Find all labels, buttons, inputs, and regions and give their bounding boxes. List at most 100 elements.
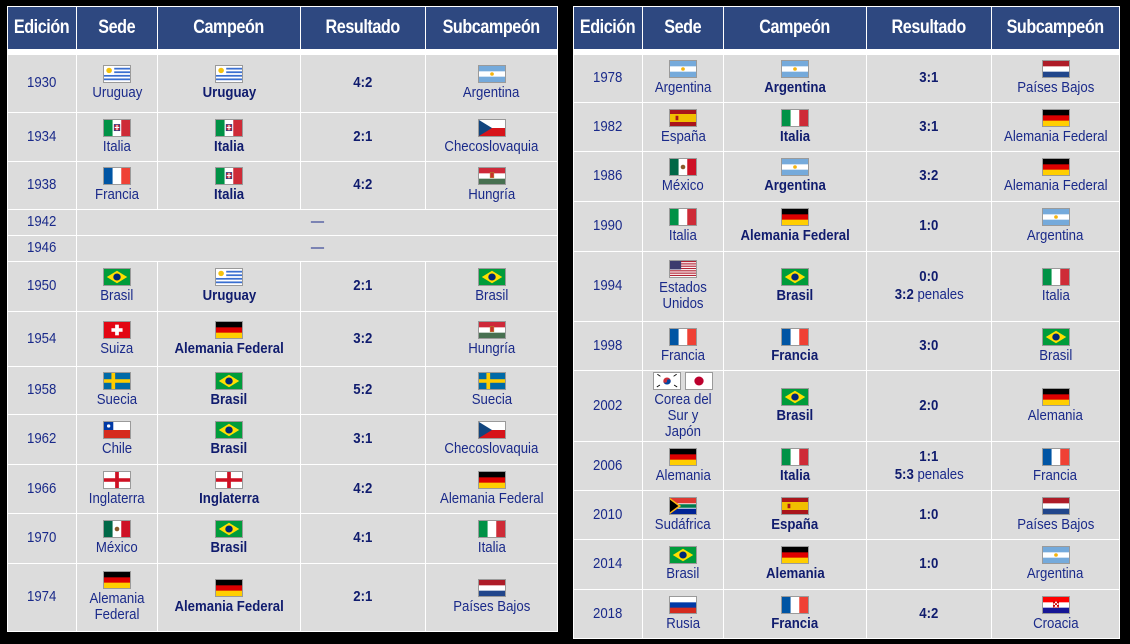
champion-name: Uruguay — [202, 84, 256, 102]
germany-flag-icon — [1041, 108, 1070, 127]
result-cell: 4:2 — [866, 588, 992, 639]
table-row: 1942 — — [7, 208, 558, 236]
chile-flag-icon — [103, 421, 131, 439]
france-flag-icon — [781, 327, 809, 346]
champion-cell: Argentina — [723, 51, 867, 103]
russia-flag-icon — [669, 595, 697, 614]
champion-name: Brasil — [210, 539, 248, 556]
header-campeon: Campeón — [157, 6, 301, 55]
runner-up-cell: Argentina — [991, 538, 1120, 590]
host-name: Italia — [103, 137, 131, 155]
champion-name: Francia — [771, 346, 819, 364]
edition-year: 1954 — [7, 310, 77, 367]
host-name: Brasil — [100, 287, 134, 304]
result-score: 4:2 — [353, 74, 373, 92]
champion-cell: Uruguay — [157, 260, 301, 312]
result-cell: 1:0 — [866, 538, 992, 590]
host-cell: Alemania — [642, 440, 724, 491]
result-cell: 1:1 5:3 penales — [866, 440, 992, 491]
runner-up-cell: Argentina — [991, 200, 1120, 252]
brazil-flag-icon — [1041, 327, 1070, 346]
edition-year: 1986 — [573, 150, 643, 202]
runner-up-name: Francia — [1033, 466, 1078, 484]
edition-year: 1934 — [7, 111, 77, 162]
brazil-flag-icon — [669, 546, 697, 564]
argentina-flag-icon — [669, 60, 697, 79]
edition-year: 1982 — [573, 101, 643, 152]
table-row: 1998 Francia Francia 3:0 Brasil — [573, 320, 1120, 371]
host-name: Italia — [669, 227, 697, 244]
runner-up-name: Alemania Federal — [1003, 127, 1108, 145]
champion-name: Francia — [771, 614, 819, 632]
edition-year: 2010 — [573, 489, 643, 540]
runner-up-cell: Países Bajos — [991, 489, 1120, 540]
host-cell: Francia — [76, 160, 158, 210]
runner-up-cell: Países Bajos — [991, 51, 1120, 103]
edition-year: 1958 — [7, 365, 77, 415]
runner-up-name: Croacia — [1032, 614, 1079, 632]
host-name: México — [662, 177, 704, 194]
table-row: 1930 Uruguay Uruguay 4:2 Argentina — [7, 51, 558, 113]
host-name: Suecia — [96, 391, 138, 408]
south-africa-flag-icon — [669, 496, 697, 515]
header-sede: Sede — [642, 6, 724, 55]
result-cell: 3:0 — [866, 320, 992, 371]
header-campeon: Campeón — [723, 6, 867, 55]
result-cell: 3:2 — [300, 310, 426, 367]
table-header-row: Edición Sede Campeón Resultado Subcampeó… — [573, 6, 1120, 55]
argentina-flag-icon — [1041, 546, 1070, 564]
header-resultado: Resultado — [300, 6, 426, 55]
runner-up-name: Checoslovaquia — [444, 440, 539, 457]
runner-up-cell: Hungría — [425, 310, 558, 367]
champion-cell: Francia — [723, 320, 867, 371]
champion-cell: Brasil — [157, 512, 301, 564]
argentina-flag-icon — [781, 60, 809, 79]
runner-up-cell: Argentina — [425, 51, 558, 113]
result-score: 1:0 — [919, 505, 939, 523]
argentina-flag-icon — [1041, 208, 1070, 226]
host-cell: Rusia — [642, 588, 724, 639]
host-cell: Alemania Federal — [76, 562, 158, 632]
runner-up-cell: Alemania — [991, 369, 1120, 442]
champion-name: Alemania Federal — [174, 339, 284, 357]
result-cell: 5:2 — [300, 365, 426, 415]
edition-year: 1950 — [7, 260, 77, 312]
runner-up-name: Brasil — [1038, 346, 1072, 364]
runner-up-name: Argentina — [1027, 565, 1084, 582]
runner-up-cell: Hungría — [425, 160, 558, 210]
host-name: Suiza — [100, 339, 134, 357]
table-row: 1954 Suiza Alemania Federal 3:2 Hungría — [7, 310, 558, 367]
croatia-flag-icon — [1041, 595, 1070, 614]
champion-cell: Alemania Federal — [723, 200, 867, 252]
result-score: 3:0 — [919, 336, 939, 354]
runner-up-name: Checoslovaquia — [444, 137, 539, 155]
runner-up-cell: Checoslovaquia — [425, 111, 558, 162]
result-score: 4:2 — [353, 176, 373, 193]
result-score: 0:0 — [919, 268, 939, 285]
runner-up-name: Alemania Federal — [1003, 177, 1108, 194]
czech-flag-icon — [477, 421, 506, 439]
england-flag-icon — [103, 470, 131, 489]
edition-year: 2018 — [573, 588, 643, 639]
runner-up-name: Países Bajos — [452, 598, 531, 615]
italy-flag-icon — [781, 447, 809, 466]
champion-cell: Italia — [723, 101, 867, 152]
italy-flag-icon — [781, 108, 809, 127]
result-score: 5:2 — [353, 381, 373, 398]
host-cell: Chile — [76, 413, 158, 465]
champion-name: Italia — [779, 466, 811, 484]
champion-cell: Alemania Federal — [157, 310, 301, 367]
host-cell: España — [642, 101, 724, 152]
runner-up-name: Países Bajos — [1016, 79, 1095, 97]
champion-name: Italia — [213, 137, 245, 155]
germany-flag-icon — [781, 208, 809, 226]
table-header-row: Edición Sede Campeón Resultado Subcampeó… — [7, 6, 558, 55]
host-name: Rusia — [666, 614, 700, 632]
result-score: 2:1 — [353, 588, 373, 605]
table-row: 1990 Italia Alemania Federal 1:0 Argenti… — [573, 200, 1120, 252]
host-cell: Brasil — [642, 538, 724, 590]
result-cell: 2:1 — [300, 260, 426, 312]
japan-flag-icon — [685, 371, 713, 390]
host-cell: Francia — [642, 320, 724, 371]
france-flag-icon — [103, 167, 131, 185]
